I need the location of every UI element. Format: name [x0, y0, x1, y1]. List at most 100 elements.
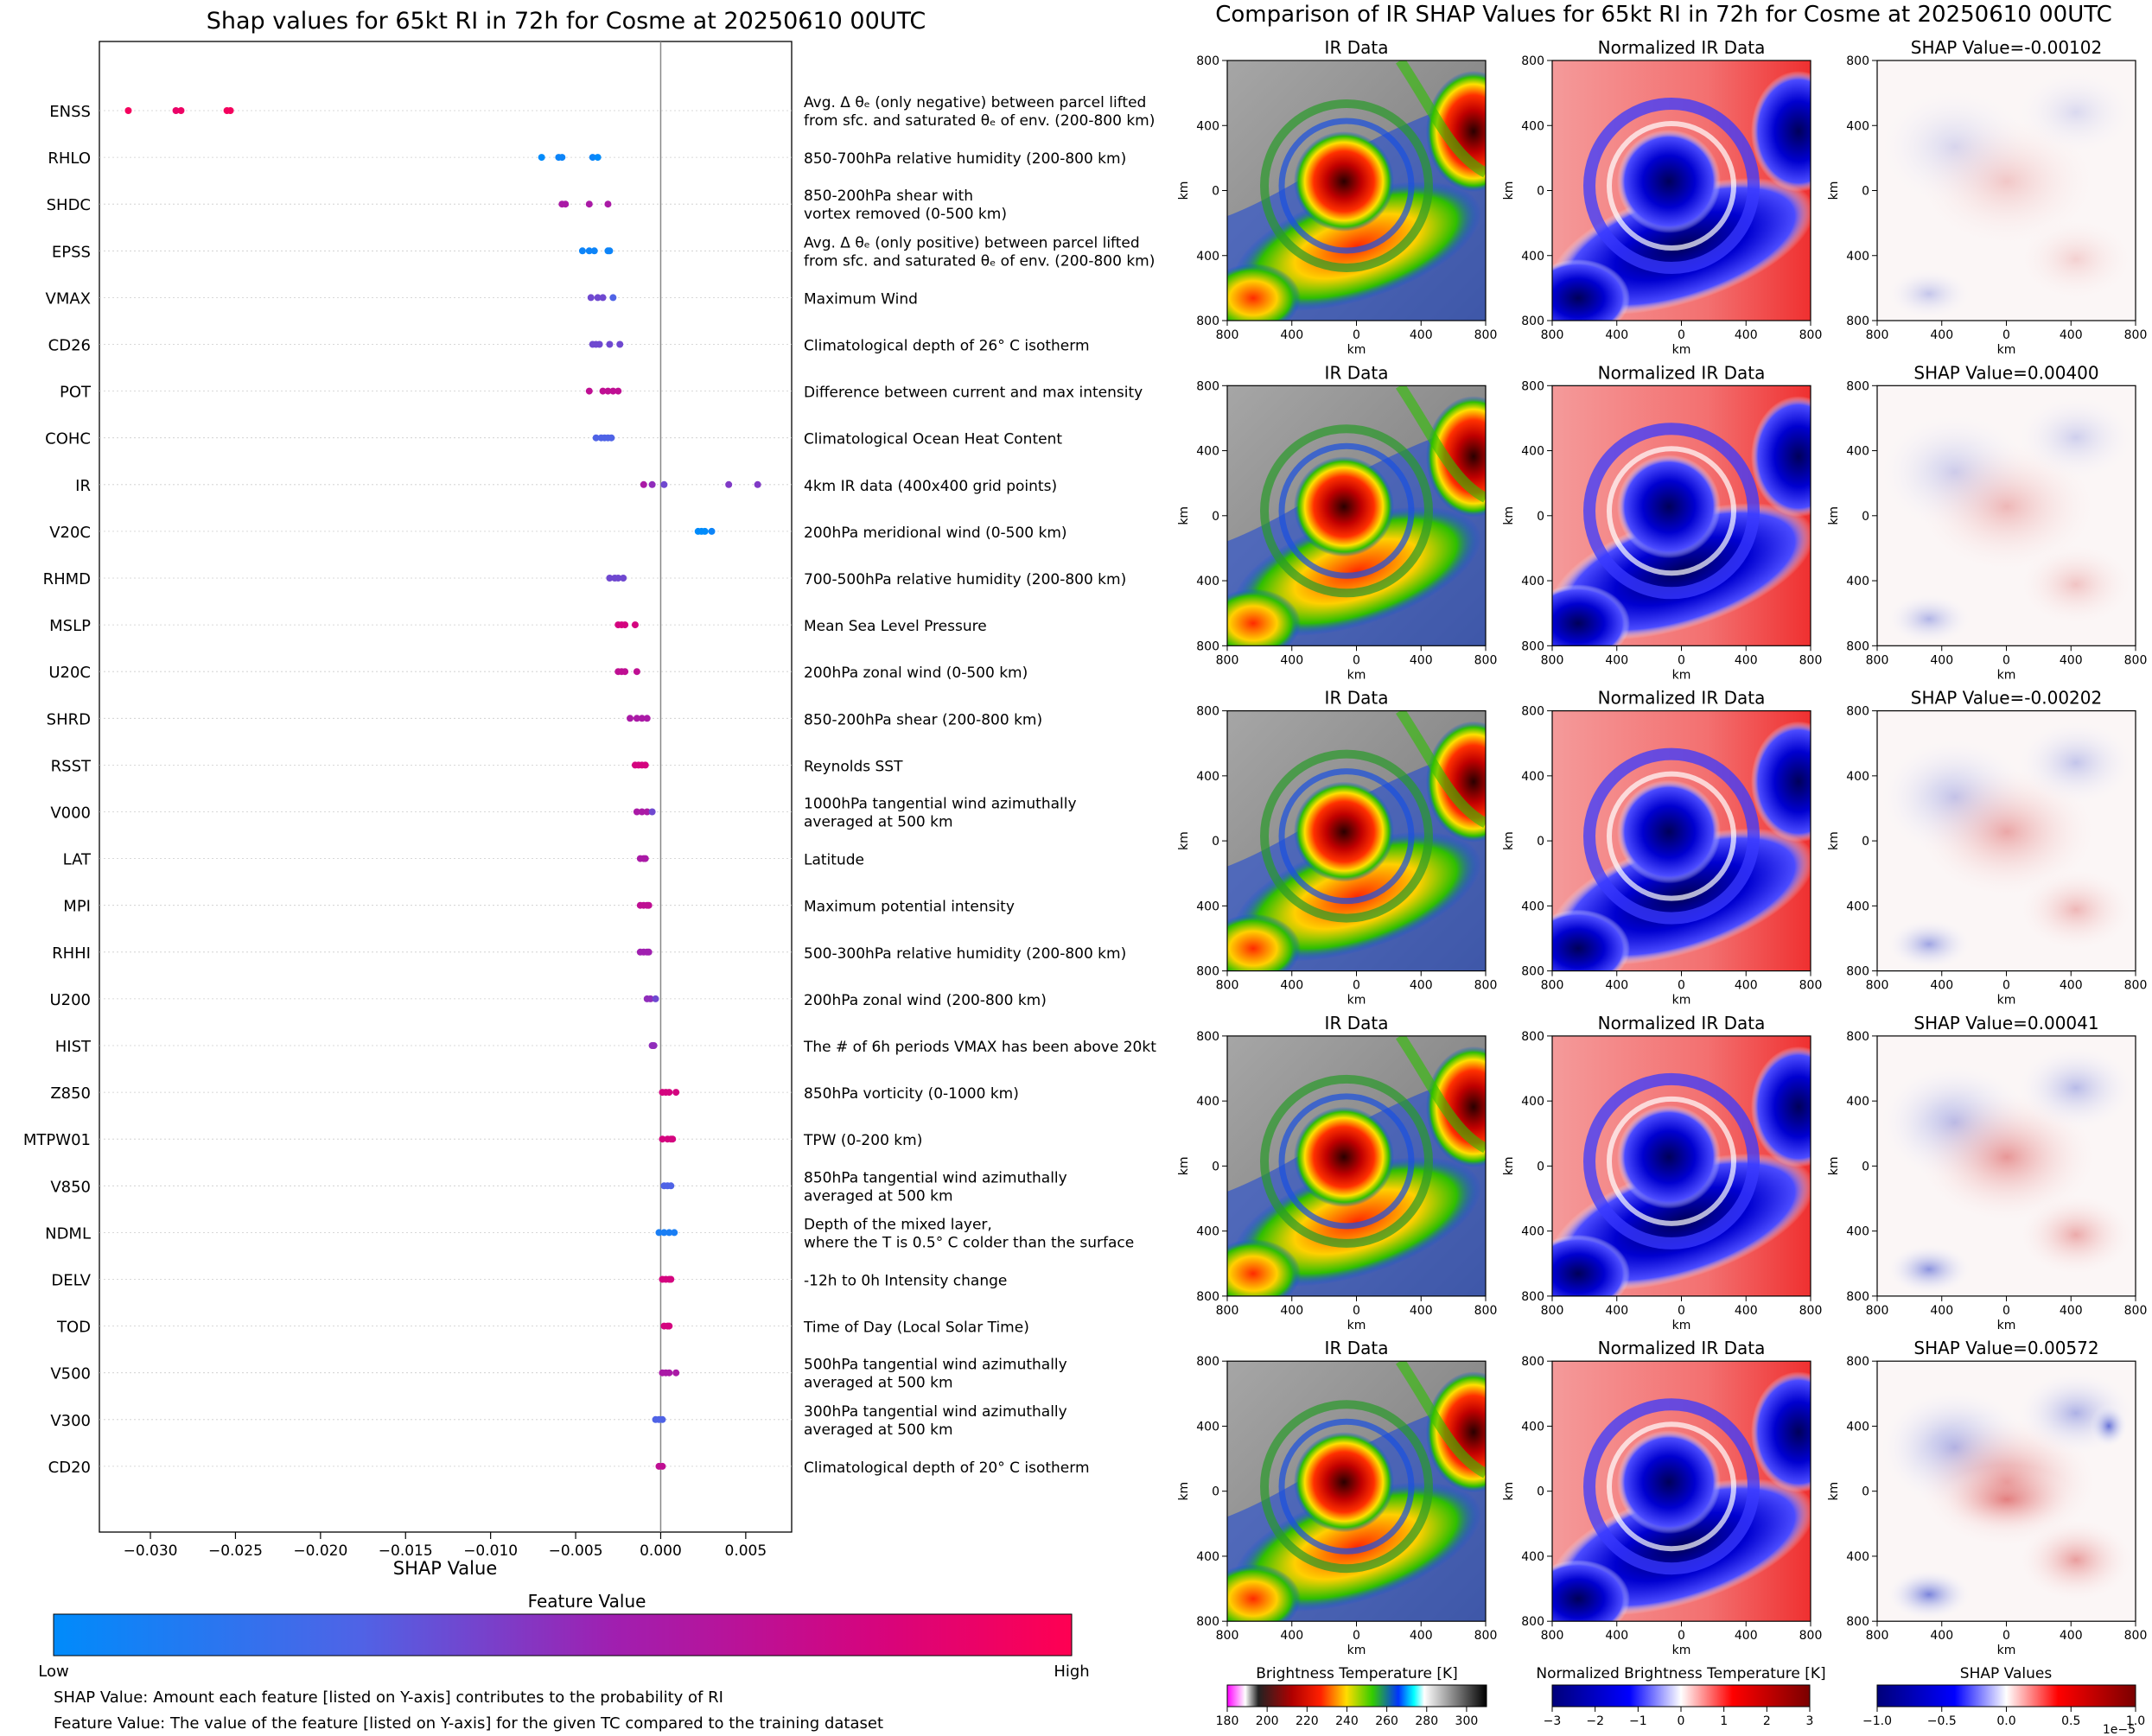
- x-tick-norm3-0: 800: [1541, 1304, 1564, 1318]
- y-tick-ir3-0: 800: [1196, 1030, 1219, 1044]
- shap-point-mpi-3: [645, 901, 653, 909]
- y-tick-ir1-4: 800: [1196, 639, 1219, 653]
- x-tick-shap0-4: 800: [2124, 328, 2148, 342]
- x-tick-ir1-3: 400: [1410, 653, 1433, 667]
- feature-desc-ndml: where the T is 0.5° C colder than the su…: [804, 1234, 1134, 1251]
- ir-panel-grid: IR Data Normalized IR Data SHAP Value=-0.0…: [1177, 37, 2147, 1657]
- shap-image: [1877, 60, 2136, 321]
- feature-desc-shdc: 850-200hPa shear with: [804, 188, 973, 205]
- feature-desc-shdc: vortex removed (0-500 km): [804, 206, 1007, 223]
- x-tick-norm2-2: 0: [1678, 979, 1685, 993]
- x-tick-label-7: 0.005: [725, 1542, 767, 1560]
- y-axis-label-norm1: km: [1502, 506, 1516, 525]
- y-tick-norm2-4: 800: [1521, 965, 1544, 979]
- shap-image: [1877, 1361, 2136, 1622]
- x-tick-shap2-2: 0: [2002, 979, 2010, 993]
- shap-points: [124, 107, 761, 1470]
- x-tick-ir4-2: 0: [1353, 1629, 1360, 1643]
- normTicks-label-0: −3: [1544, 1714, 1562, 1728]
- x-tick-ir1-1: 400: [1280, 653, 1303, 667]
- y-tick-norm4-4: 800: [1521, 1615, 1544, 1629]
- shap-point-v500-3: [672, 1369, 680, 1377]
- note-feature-value: Feature Value: The value of the feature …: [54, 1714, 883, 1733]
- y-tick-ir2-3: 400: [1196, 900, 1219, 913]
- shap-point-ndml-2: [665, 1229, 673, 1237]
- shapTicks-label-3: 0.5: [2061, 1714, 2080, 1728]
- x-tick-label-5: −0.005: [549, 1542, 603, 1560]
- y-tick-ir3-3: 400: [1196, 1225, 1219, 1239]
- y-tick-norm0-1: 400: [1521, 119, 1544, 133]
- x-tick-ir3-3: 400: [1410, 1304, 1433, 1318]
- x-tick-shap0-2: 0: [2002, 328, 2010, 342]
- x-tick-norm4-1: 400: [1605, 1629, 1628, 1643]
- x-tick-shap3-2: 0: [2002, 1304, 2010, 1318]
- y-axis-label-shap2: km: [1827, 831, 1841, 850]
- shap-point-shdc-2: [585, 200, 593, 208]
- shap-point-v500-2: [665, 1369, 673, 1377]
- shap-point-epss-2: [590, 247, 598, 255]
- y-tick-norm3-0: 800: [1521, 1030, 1544, 1044]
- shap-point-ndml-1: [660, 1229, 668, 1237]
- x-tick-shap4-4: 800: [2124, 1629, 2148, 1643]
- shap-point-u20c-3: [633, 668, 640, 676]
- y-tick-shap0-2: 0: [1862, 185, 1869, 199]
- y-tick-norm3-1: 400: [1521, 1095, 1544, 1109]
- y-tick-shap4-2: 0: [1862, 1485, 1869, 1499]
- feature-label-enss: ENSS: [49, 103, 91, 121]
- feature-label-mslp: MSLP: [49, 617, 91, 635]
- x-tick-label-1: −0.025: [208, 1542, 263, 1560]
- shap-point-rhlo-4: [594, 154, 602, 162]
- shap-point-shrd-0: [627, 715, 634, 722]
- shap-image: [1877, 385, 2136, 646]
- shap-point-mtpw01-3: [669, 1135, 677, 1143]
- feature-desc-rsst: Reynolds SST: [804, 758, 903, 775]
- feature-gridlines: [99, 110, 792, 1467]
- shap-point-enss-1: [172, 107, 180, 114]
- y-tick-norm1-0: 800: [1521, 379, 1544, 393]
- colorbar-title: Feature Value: [528, 1591, 646, 1612]
- shap-panel-title-4-2: SHAP Value=0.00572: [1913, 1338, 2098, 1358]
- plot-frame: [99, 41, 793, 1533]
- feature-label-delv: DELV: [51, 1272, 91, 1290]
- shap-point-cohc-0: [592, 434, 600, 442]
- x-tick-norm4-3: 400: [1735, 1629, 1758, 1643]
- y-tick-ir4-1: 400: [1196, 1420, 1219, 1434]
- y-tick-shap4-3: 400: [1846, 1550, 1869, 1564]
- feature-desc-pot: Difference between current and max inten…: [804, 385, 1143, 402]
- x-tick-norm0-1: 400: [1605, 328, 1628, 342]
- ir-image: [1227, 1361, 1486, 1622]
- x-tick-norm2-3: 400: [1735, 979, 1758, 993]
- normalized-image: [1552, 1361, 1811, 1622]
- shapTicks-label-1: −0.5: [1927, 1714, 1957, 1728]
- x-axis-label-norm2: km: [1672, 994, 1691, 1008]
- feature-desc-lat: Latitude: [804, 852, 864, 869]
- x-tick-ir2-2: 0: [1353, 979, 1360, 993]
- feature-label-hist: HIST: [55, 1038, 92, 1056]
- x-axis-label-norm3: km: [1672, 1319, 1691, 1332]
- x-tick-norm1-1: 400: [1605, 653, 1628, 667]
- panel-title-2-0: IR Data: [1325, 688, 1389, 709]
- shap-point-cd26-2: [595, 340, 603, 348]
- y-tick-norm0-2: 0: [1537, 185, 1544, 199]
- y-axis-label-norm4: km: [1502, 1482, 1516, 1501]
- feature-desc-v300: averaged at 500 km: [804, 1421, 953, 1439]
- feature-desc-v500: averaged at 500 km: [804, 1375, 953, 1392]
- shap-point-vmax-0: [587, 294, 595, 302]
- shap-point-pot-1: [599, 387, 607, 395]
- feature-label-epss: EPSS: [52, 243, 91, 261]
- x-axis-label-shap4: km: [1997, 1644, 2016, 1657]
- feature-label-u200: U200: [49, 991, 91, 1009]
- shap-point-mtpw01-0: [659, 1135, 666, 1143]
- x-tick-norm4-2: 0: [1678, 1629, 1685, 1643]
- x-tick-shap0-1: 400: [1930, 328, 1953, 342]
- x-axis-label-norm1: km: [1672, 668, 1691, 682]
- x-axis-label-ir3: km: [1347, 1319, 1366, 1332]
- shap-point-ir-3: [725, 480, 733, 488]
- x-tick-ir0-1: 400: [1280, 328, 1303, 342]
- feature-desc-enss: from sfc. and saturated θₑ of env. (200-…: [804, 112, 1155, 130]
- x-tick-shap1-3: 400: [2060, 653, 2083, 667]
- shap-point-rhlo-3: [589, 154, 596, 162]
- y-tick-shap2-4: 800: [1846, 965, 1869, 979]
- shap-point-pot-0: [585, 387, 593, 395]
